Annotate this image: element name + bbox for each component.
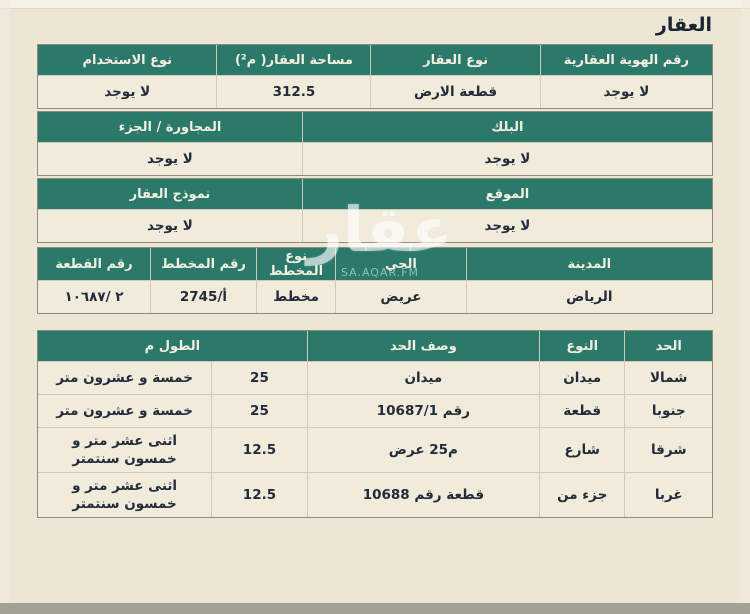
- border-row-south-type: قطعة: [539, 395, 625, 427]
- scan-top-edge: [0, 0, 750, 9]
- value-property-id: لا يوجد: [540, 76, 712, 108]
- border-row-east-desc-number: 25م: [429, 441, 458, 458]
- value-location: لا يوجد: [302, 210, 712, 242]
- scan-left-edge: [0, 0, 10, 614]
- border-row-east-type: شارع: [539, 428, 625, 472]
- value-plan-type: مخطط: [256, 281, 336, 313]
- scan-right-edge: [741, 0, 750, 614]
- border-row-north-length-text: خمسة و عشرون متر: [38, 362, 212, 394]
- border-row-east-length-num: 12.5: [212, 428, 307, 472]
- border-row-west-side: غربا: [625, 473, 712, 517]
- value-adjacency-part: لا يوجد: [38, 143, 302, 175]
- border-row-east-length-text: اثنى عشر متر و خمسون سنتمتر: [38, 428, 212, 472]
- border-row-west-length-text: اثنى عشر متر و خمسون سنتمتر: [38, 473, 212, 517]
- header-property-type: نوع العقار: [371, 45, 540, 75]
- header-property-model: نموذج العقار: [38, 179, 302, 209]
- border-row-north-side: شمالا: [625, 362, 712, 394]
- border-row-east-desc-word: عرض: [388, 441, 425, 458]
- border-row-south-side: جنوبا: [625, 395, 712, 427]
- header-plan-type: نوع المخطط: [256, 248, 336, 280]
- header-property-area: مساحة العقار( م²): [217, 45, 371, 75]
- block-table: البلك المجاورة / الجزء لا يوجد لا يوجد: [37, 111, 713, 176]
- header-block: البلك: [302, 112, 712, 142]
- border-row-north-length-num: 25: [212, 362, 307, 394]
- value-property-type: قطعة الارض: [371, 76, 540, 108]
- property-table: رقم الهوية العقارية نوع العقار مساحة الع…: [37, 44, 713, 109]
- value-district: عريض: [336, 281, 466, 313]
- header-border-desc: وصف الحد: [307, 331, 539, 361]
- border-row-north-type: ميدان: [539, 362, 625, 394]
- value-property-model: لا يوجد: [38, 210, 302, 242]
- header-plan-number: رقم المخطط: [151, 248, 256, 280]
- header-district: الحي: [336, 248, 466, 280]
- header-city: المدينة: [466, 248, 712, 280]
- location-table: الموقع نموذج العقار لا يوجد لا يوجد: [37, 178, 713, 243]
- header-border-type: النوع: [539, 331, 625, 361]
- header-property-id: رقم الهوية العقارية: [540, 45, 712, 75]
- scan-bottom-edge: [0, 603, 750, 614]
- value-usage-type: لا يوجد: [38, 76, 217, 108]
- value-property-area: 312.5: [217, 76, 371, 108]
- borders-table: الحد النوع وصف الحد الطول م شمالا ميدان …: [37, 330, 713, 518]
- value-plot-number: ٢ /١٠٦٨٧: [38, 281, 151, 313]
- border-row-north-desc: ميدان: [307, 362, 539, 394]
- border-row-south-length-num: 25: [212, 395, 307, 427]
- value-block: لا يوجد: [302, 143, 712, 175]
- border-row-south-length-text: خمسة و عشرون متر: [38, 395, 212, 427]
- header-plot-number: رقم القطعة: [38, 248, 151, 280]
- border-row-east-desc: عرض 25م: [307, 428, 539, 472]
- border-row-east-side: شرقا: [625, 428, 712, 472]
- border-row-west-desc: قطعة رقم 10688: [307, 473, 539, 517]
- border-row-west-type: جزء من: [539, 473, 625, 517]
- value-city: الرياض: [466, 281, 712, 313]
- document-page: العقار رقم الهوية العقارية نوع العقار مس…: [0, 8, 750, 520]
- plan-table: المدينة الحي نوع المخطط رقم المخطط رقم ا…: [37, 247, 713, 314]
- border-row-south-desc: رقم 10687/1: [307, 395, 539, 427]
- border-row-west-length-num: 12.5: [212, 473, 307, 517]
- header-usage-type: نوع الاستخدام: [38, 45, 217, 75]
- header-location: الموقع: [302, 179, 712, 209]
- page-title: العقار: [655, 14, 712, 36]
- header-border-side: الحد: [625, 331, 712, 361]
- header-border-length: الطول م: [38, 331, 307, 361]
- header-adjacency-part: المجاورة / الجزء: [38, 112, 302, 142]
- value-plan-number: 2745/أ: [151, 281, 256, 313]
